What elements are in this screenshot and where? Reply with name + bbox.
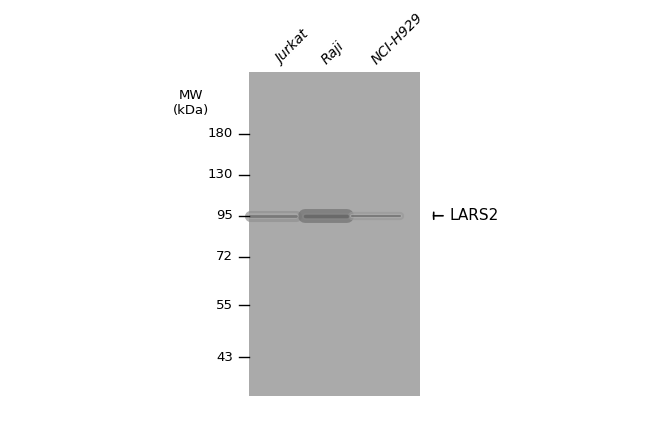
Text: 95: 95 — [216, 209, 233, 222]
Text: 180: 180 — [207, 127, 233, 141]
Text: 43: 43 — [216, 351, 233, 364]
Text: 72: 72 — [216, 250, 233, 263]
Bar — [249, 72, 421, 396]
Text: 55: 55 — [216, 299, 233, 312]
Text: NCI-H929: NCI-H929 — [369, 10, 426, 67]
Text: LARS2: LARS2 — [449, 208, 499, 223]
Text: Jurkat: Jurkat — [274, 28, 313, 67]
Text: MW
(kDa): MW (kDa) — [174, 89, 209, 117]
Text: 130: 130 — [207, 168, 233, 181]
Text: Raji: Raji — [318, 38, 346, 67]
